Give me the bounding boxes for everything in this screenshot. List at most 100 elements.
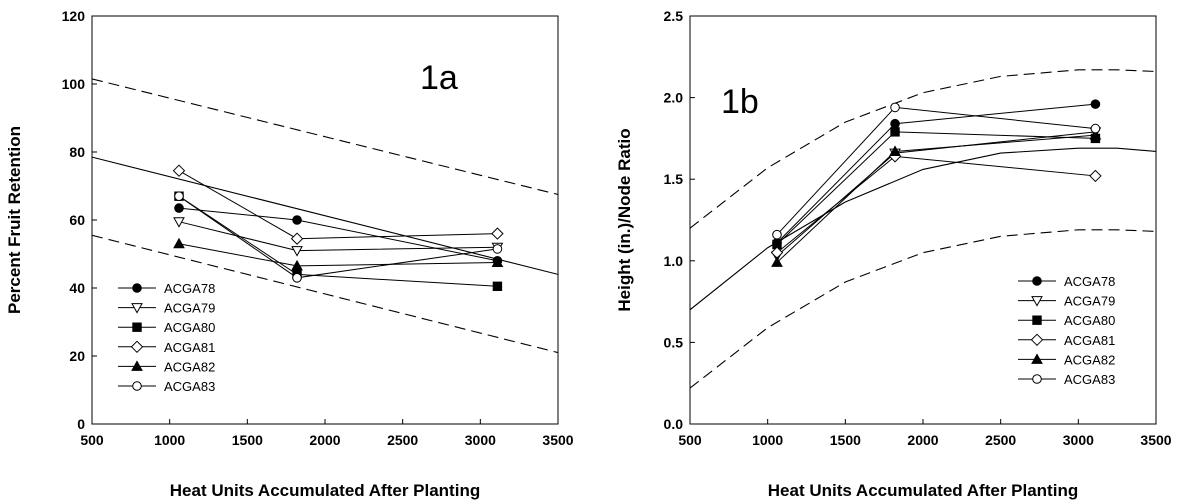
data-point-acga79	[291, 246, 303, 257]
plot-frame	[91, 15, 559, 425]
data-point-acga78	[890, 118, 900, 129]
legend-marker-acga82	[131, 360, 143, 371]
data-point-acga80	[890, 127, 900, 137]
legend-label: ACGA81	[164, 340, 215, 355]
series-line-acga78	[776, 103, 1096, 244]
data-point-acga83	[174, 191, 184, 201]
y-tick-label: 0.5	[664, 334, 684, 350]
axis-ticks: 500 1000 1500 2000 2500 3000 3500 0 20 40 60 80 100 1…	[62, 8, 574, 448]
fit-lines	[92, 78, 558, 354]
data-point-acga83	[292, 273, 302, 283]
panel-1b: 500 1000 1500 2000 2500 3000 3500 0.0 0.5 1.0 1.5 2…	[615, 8, 1172, 500]
legend-marker-acga79	[131, 303, 143, 314]
data-point-acga81	[1089, 169, 1102, 183]
legend-marker-acga83	[132, 381, 142, 391]
legend-label: ACGA79	[1064, 294, 1115, 309]
legend-label: ACGA80	[1064, 313, 1115, 328]
y-tick-label: 20	[69, 348, 85, 364]
legend-marker-acga78	[132, 283, 142, 293]
x-tick-label: 1500	[232, 432, 263, 448]
data-point-acga78	[1090, 99, 1101, 109]
legend-marker-acga82	[1031, 353, 1043, 364]
legend-marker-acga80	[1032, 315, 1042, 325]
x-tick-label: 500	[80, 432, 104, 448]
series-group	[770, 99, 1102, 267]
data-point-acga78	[174, 203, 184, 213]
y-axis-label: Height (in.)/Node Ratio	[615, 128, 634, 311]
data-point-acga83	[772, 229, 782, 240]
data-point-acga82	[889, 145, 901, 156]
y-tick-label: 1.5	[664, 171, 684, 187]
data-point-acga79	[173, 217, 185, 228]
legend-label: ACGA81	[1064, 333, 1115, 348]
x-tick-label: 3000	[465, 432, 496, 448]
y-tick-label: 0	[77, 416, 85, 432]
data-point-acga82	[491, 256, 504, 267]
y-tick-label: 2.0	[664, 90, 684, 106]
confidence-band-line	[92, 78, 558, 196]
legend-label: ACGA78	[1064, 274, 1115, 289]
panel-label: 1b	[721, 83, 759, 121]
y-axis-label: Percent Fruit Retention	[5, 126, 24, 314]
legend: ACGA78 ACGA79 ACGA80 ACGA81 ACGA82 ACGA83	[118, 281, 215, 394]
data-point-acga83	[492, 244, 503, 254]
legend-marker-acga78	[1032, 276, 1042, 286]
legend-label: ACGA83	[164, 379, 215, 394]
x-tick-label: 2000	[907, 432, 938, 448]
y-tick-label: 40	[69, 280, 85, 296]
x-axis-label: Heat Units Accumulated After Planting	[768, 481, 1078, 500]
confidence-band-line	[92, 234, 558, 354]
x-tick-label: 1000	[752, 432, 783, 448]
data-point-acga82	[1089, 129, 1102, 140]
legend-label: ACGA83	[1064, 372, 1115, 387]
data-point-acga81	[172, 164, 186, 177]
y-tick-label: 100	[62, 76, 86, 92]
data-point-acga83	[1090, 123, 1101, 134]
series-line-acga81	[776, 155, 1096, 254]
legend-marker-acga79	[1031, 296, 1043, 307]
x-tick-label: 2000	[309, 432, 340, 448]
legend-label: ACGA82	[1064, 352, 1115, 367]
legend-label: ACGA78	[164, 281, 215, 296]
confidence-band-line	[690, 69, 1156, 229]
data-point-acga81	[290, 232, 304, 245]
axis-ticks: 500 1000 1500 2000 2500 3000 3500 0.0 0.5 1.0 1.5 2…	[664, 8, 1172, 448]
x-tick-label: 1000	[154, 432, 185, 448]
legend-marker-acga80	[132, 322, 142, 332]
y-tick-label: 60	[69, 212, 85, 228]
x-tick-label: 3000	[1063, 432, 1094, 448]
data-point-acga82	[771, 256, 783, 267]
data-point-acga82	[173, 237, 185, 249]
legend-label: ACGA79	[164, 301, 215, 316]
y-tick-label: 80	[69, 144, 85, 160]
x-tick-label: 500	[678, 432, 702, 448]
series-group	[172, 164, 504, 292]
legend-label: ACGA80	[164, 320, 215, 335]
panel-1a: 500 1000 1500 2000 2500 3000 3500 0 20 40 60 80 100 1…	[5, 8, 574, 500]
series-line-acga80	[178, 195, 498, 287]
data-point-acga83	[890, 102, 900, 113]
y-tick-label: 2.5	[664, 8, 684, 24]
x-tick-label: 2500	[985, 432, 1016, 448]
x-tick-label: 3500	[1140, 432, 1171, 448]
x-axis-label: Heat Units Accumulated After Planting	[170, 481, 480, 500]
data-point-acga78	[292, 215, 302, 225]
legend-label: ACGA82	[164, 359, 215, 374]
y-tick-label: 0.0	[664, 416, 684, 432]
data-point-acga81	[491, 227, 504, 240]
legend-marker-acga81	[130, 340, 144, 354]
data-point-acga82	[291, 259, 303, 271]
panel-label: 1a	[420, 59, 458, 97]
y-tick-label: 120	[62, 8, 86, 24]
series-line-acga79	[178, 221, 498, 252]
legend-marker-acga81	[1030, 333, 1044, 347]
data-point-acga80	[492, 281, 503, 292]
regression-line	[92, 156, 558, 275]
legend-marker-acga83	[1032, 374, 1042, 384]
y-tick-label: 1.0	[664, 253, 684, 269]
confidence-band-line	[690, 229, 1156, 389]
x-tick-label: 1500	[830, 432, 861, 448]
x-tick-label: 2500	[387, 432, 418, 448]
x-tick-label: 3500	[542, 432, 573, 448]
